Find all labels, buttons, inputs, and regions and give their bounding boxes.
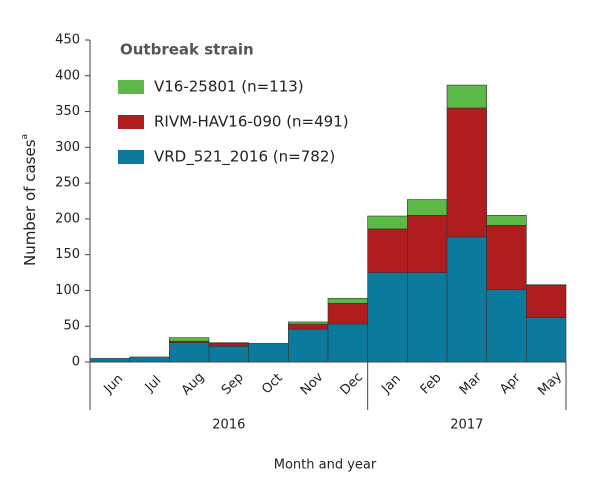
legend-label: RIVM-HAV16-090 (n=491) (154, 113, 349, 131)
bar-segment (208, 343, 249, 347)
y-tick-label: 50 (63, 319, 80, 334)
legend-label: VRD_521_2016 (n=782) (154, 148, 335, 167)
bar-segment (129, 356, 170, 363)
bar-segment (288, 323, 329, 330)
x-tick-label: Feb (418, 371, 445, 398)
bar-segment (327, 323, 368, 363)
x-tick-label: May (535, 369, 565, 399)
x-tick-label: Jun (101, 372, 127, 398)
x-tick-label: Apr (497, 370, 524, 397)
bar-segment (446, 84, 487, 109)
y-tick-label: 100 (55, 283, 80, 298)
bar-segment (446, 107, 487, 238)
y-tick-label: 350 (55, 104, 80, 119)
bar-segment (89, 358, 130, 363)
bar-segment (526, 285, 567, 318)
bar-segment (169, 342, 210, 363)
x-tick-label: Sep (219, 370, 247, 398)
bar-segment (407, 199, 448, 216)
legend-label: V16-25801 (n=113) (154, 78, 304, 96)
x-tick-label: Jan (378, 372, 403, 397)
y-tick-label: 450 (55, 33, 80, 48)
bar-segment (248, 343, 289, 363)
bar-segment (367, 215, 408, 230)
bar-segment (367, 272, 408, 363)
x-tick-label: Oct (259, 371, 286, 398)
group-label: 2016 (212, 418, 245, 433)
bar-segment (208, 345, 249, 363)
legend-swatch (118, 115, 144, 129)
x-tick-label: Mar (457, 370, 485, 398)
y-tick-label: 200 (55, 211, 80, 226)
bar-segment (327, 298, 368, 304)
x-tick-label: Jul (142, 373, 164, 395)
y-tick-label: 150 (55, 247, 80, 262)
bar-segment (486, 215, 527, 226)
bar-segment (169, 337, 210, 342)
bar-segment (486, 289, 527, 363)
y-tick-label: 400 (55, 68, 80, 83)
bar-segment (407, 272, 448, 363)
group-label: 2017 (450, 418, 483, 433)
y-tick-label: 250 (55, 176, 80, 191)
y-tick-label: 0 (72, 355, 80, 370)
legend-swatch (118, 80, 144, 94)
bar-segment (407, 215, 448, 273)
bar-segment (446, 236, 487, 363)
bar-segment (526, 317, 567, 363)
bar-segment (526, 284, 567, 286)
y-axis-label: Number of casesa (20, 134, 39, 266)
bar-segment (208, 342, 249, 344)
bar-segment (288, 328, 329, 363)
x-tick-label: Dec (338, 370, 366, 398)
y-tick-label: 300 (55, 140, 80, 155)
x-axis-label: Month and year (274, 458, 377, 473)
bar-segment (486, 225, 527, 291)
legend-swatch (118, 150, 144, 164)
legend-title: Outbreak strain (120, 41, 254, 59)
x-tick-label: Aug (179, 370, 208, 399)
bar-segment (288, 321, 329, 325)
bar-segment (327, 303, 368, 325)
bar-segment (367, 228, 408, 273)
y-axis-title: Number of casesa (20, 134, 39, 266)
x-tick-label: Nov (298, 370, 327, 399)
